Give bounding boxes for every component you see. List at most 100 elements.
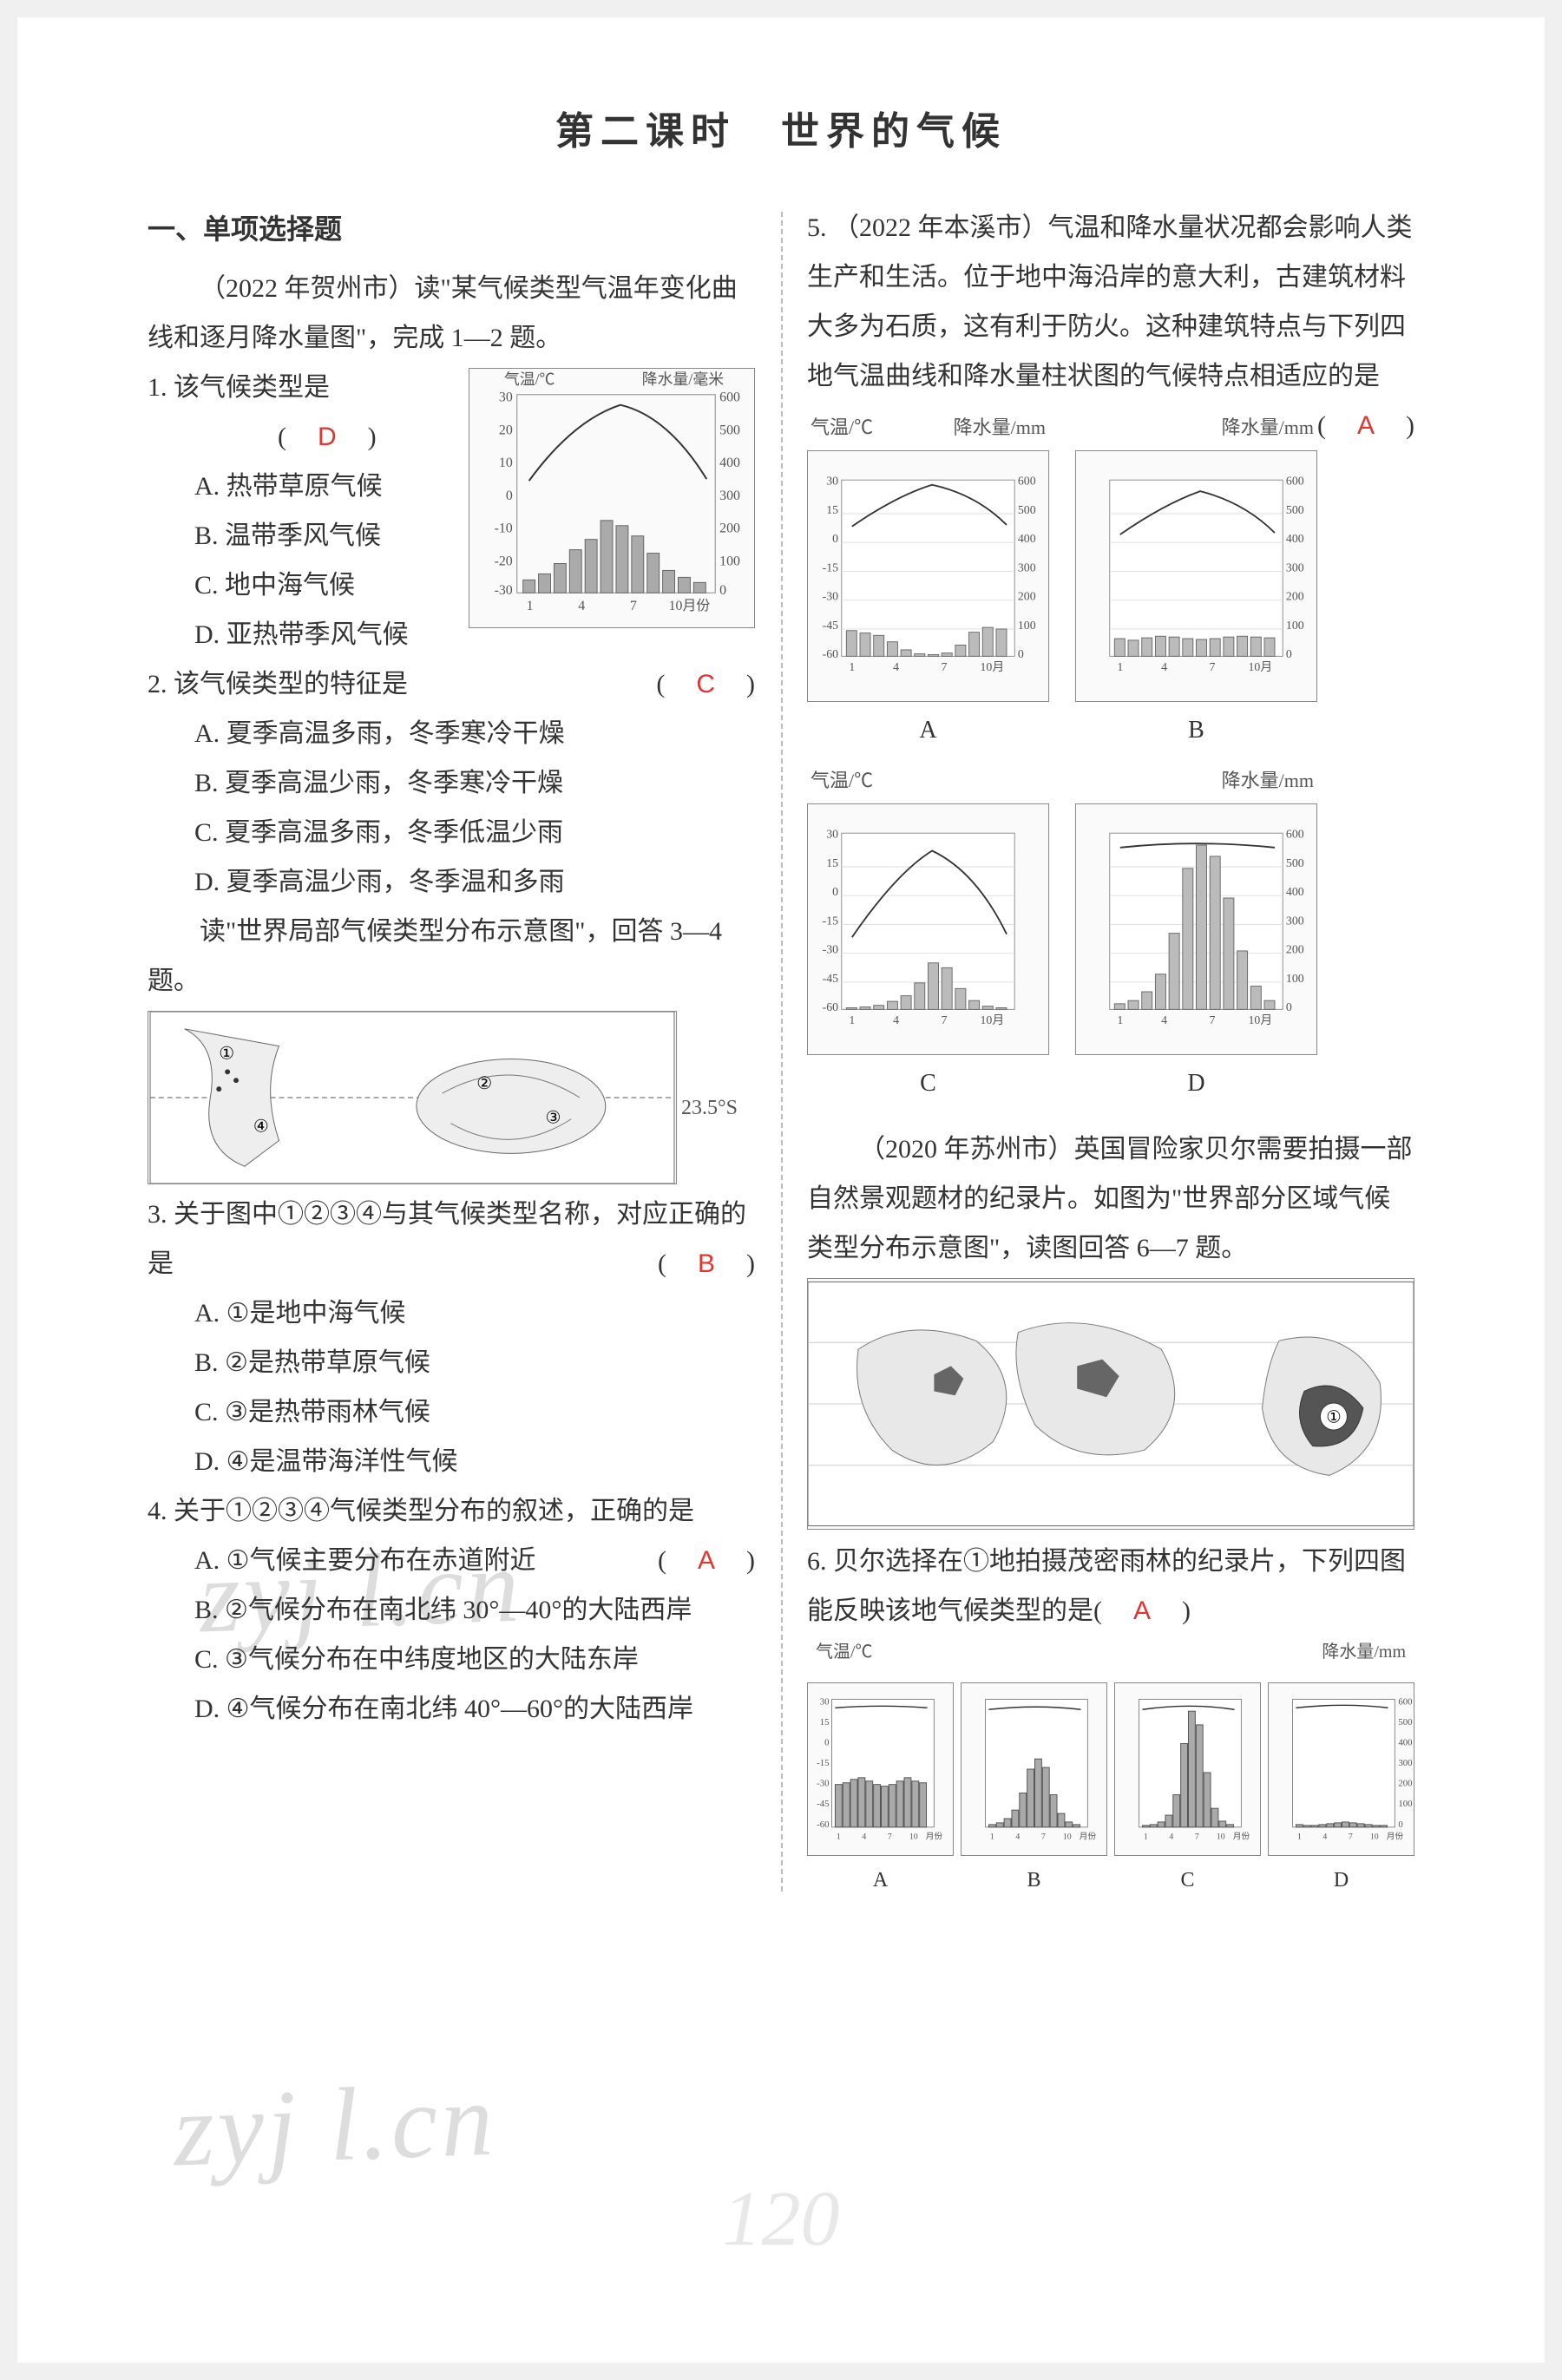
q1-climate-chart: 气温/℃ 降水量/毫米 302010 0-10-20-30 600500400 …: [469, 368, 755, 628]
q2-opt-a: A. 夏季高温多雨，冬季寒冷干燥: [194, 709, 755, 758]
q4-num: 4.: [148, 1497, 167, 1525]
map-lat-label: 23.5°S: [681, 1089, 738, 1129]
svg-text:4: 4: [862, 1832, 866, 1841]
svg-text:100: 100: [1018, 619, 1036, 632]
svg-text:200: 200: [1286, 943, 1304, 956]
svg-text:①: ①: [1326, 1408, 1341, 1426]
svg-text:1: 1: [990, 1832, 994, 1841]
svg-text:④: ④: [253, 1118, 269, 1137]
q6-chart-a: 30150-15-30-45-60 14710月份: [807, 1682, 954, 1856]
q6-axis-labels: 气温/℃ 降水量/mm: [807, 1636, 1414, 1669]
svg-text:1: 1: [1117, 1013, 1123, 1026]
q5-a-axis-top: 气温/℃ 降水量/mm: [807, 410, 1049, 446]
q3-answer-paren: ( B ): [658, 1239, 755, 1288]
svg-text:-60: -60: [823, 648, 839, 661]
q3-opt-c: C. ③是热带雨林气候: [194, 1387, 755, 1437]
q6-chart-b-label: B: [961, 1861, 1107, 1901]
q6-charts-row: 30150-15-30-45-60 14710月份 A: [807, 1677, 1414, 1901]
q3-block: 3. 关于图中①②③④与其气候类型名称，对应正确的是 ( B ) A. ①是地中…: [148, 1190, 755, 1486]
svg-text:300: 300: [1398, 1758, 1412, 1768]
svg-text:1: 1: [1297, 1832, 1302, 1841]
svg-text:4: 4: [578, 600, 585, 614]
svg-text:400: 400: [1286, 533, 1304, 546]
svg-text:-15: -15: [823, 915, 839, 928]
svg-text:7: 7: [941, 1013, 947, 1026]
svg-text:10月: 10月: [981, 1013, 1005, 1026]
watermark-2: zyj l.cn: [170, 2021, 500, 2230]
svg-text:100: 100: [1286, 972, 1304, 985]
q6-chart-d: 6005004003002001000 14710月份: [1268, 1682, 1414, 1856]
svg-text:-45: -45: [823, 619, 839, 632]
svg-text:400: 400: [719, 456, 740, 471]
q3-opt-d: D. ④是温带海洋性气候: [194, 1437, 755, 1486]
svg-text:月份: 月份: [926, 1831, 943, 1841]
svg-text:0: 0: [832, 533, 838, 546]
q3-stem: 关于图中①②③④与其气候类型名称，对应正确的是: [148, 1200, 746, 1278]
q6-chart-c: 14710月份: [1114, 1682, 1261, 1856]
q5-chart-c-label: C: [807, 1060, 1049, 1106]
q5-chart-b-cell: 降水量/mm 600500400 3002001000: [1075, 410, 1317, 754]
svg-text:500: 500: [1286, 503, 1304, 516]
svg-text:300: 300: [1286, 561, 1304, 574]
svg-text:0: 0: [1018, 648, 1024, 661]
svg-text:0: 0: [719, 584, 726, 599]
svg-text:10月份: 10月份: [669, 599, 711, 614]
q3-opt-b: B. ②是热带草原气候: [194, 1338, 755, 1387]
svg-text:500: 500: [1018, 503, 1036, 516]
svg-text:7: 7: [1195, 1832, 1199, 1841]
svg-text:月份: 月份: [1080, 1831, 1097, 1841]
q4-block: 4. 关于①②③④气候类型分布的叙述，正确的是 ( A ) A. ①气候主要分布…: [148, 1486, 755, 1734]
q6-block: 6. 贝尔选择在①地拍摄茂密雨林的纪录片，下列四图能反映该地气候类型的是( A …: [807, 1537, 1414, 1636]
svg-text:-45: -45: [817, 1799, 829, 1809]
q1-answer: D: [312, 423, 342, 451]
svg-text:7: 7: [1209, 1013, 1215, 1026]
svg-text:200: 200: [1398, 1778, 1412, 1788]
svg-text:0: 0: [832, 886, 838, 899]
q1-stem: 该气候类型是: [174, 373, 330, 402]
q2-answer-paren: ( C ): [656, 659, 755, 709]
q2-opt-d: D. 夏季高温少雨，冬季温和多雨: [194, 857, 755, 907]
q5-chart-a-cell: 气温/℃ 降水量/mm 30150 -15-30-45-60 600500400: [807, 410, 1049, 754]
svg-text:15: 15: [820, 1716, 830, 1727]
svg-text:4: 4: [1161, 660, 1167, 673]
svg-text:月份: 月份: [1233, 1831, 1250, 1841]
svg-text:200: 200: [719, 521, 740, 536]
svg-text:0: 0: [506, 488, 513, 503]
axis-label-temp: 气温/℃: [504, 370, 555, 388]
svg-text:400: 400: [1286, 886, 1304, 899]
intro-q1-2: （2022 年贺州市）读"某气候类型气温年变化曲线和逐月降水量图"，完成 1—2…: [148, 264, 755, 363]
svg-text:7: 7: [888, 1832, 892, 1841]
q5-chart-b-label: B: [1075, 707, 1317, 753]
svg-text:300: 300: [719, 488, 740, 503]
svg-text:20: 20: [499, 423, 513, 438]
svg-text:15: 15: [826, 503, 838, 516]
svg-text:7: 7: [1209, 660, 1215, 673]
q6-stem: 贝尔选择在①地拍摄茂密雨林的纪录片，下列四图能反映该地气候类型的是: [807, 1547, 1406, 1625]
q5-chart-d-cell: 降水量/mm 600500400 3002001000: [1075, 763, 1317, 1107]
svg-text:1: 1: [849, 660, 855, 673]
q4-opt-d: D. ④气候分布在南北纬 40°—60°的大陆西岸: [194, 1684, 755, 1734]
svg-text:10月: 10月: [1248, 1013, 1272, 1026]
page-title: 第二课时 世界的气候: [130, 95, 1432, 168]
q5-num: 5.: [807, 213, 827, 242]
q5-answer-paren: ( A ): [1317, 401, 1414, 450]
q4-opt-b: B. ②气候分布在南北纬 30°—40°的大陆西岸: [194, 1585, 755, 1635]
svg-text:100: 100: [1398, 1799, 1412, 1809]
q5-c-axis-top: 气温/℃: [807, 763, 1049, 799]
q5-chart-b: 600500400 3002001000 14710月: [1075, 450, 1317, 702]
q3-num: 3.: [148, 1200, 167, 1229]
svg-text:600: 600: [1398, 1696, 1412, 1707]
svg-text:②: ②: [476, 1074, 492, 1093]
svg-text:-45: -45: [823, 972, 839, 985]
svg-text:600: 600: [719, 390, 740, 405]
svg-text:7: 7: [630, 600, 637, 614]
left-column: 一、单项选择题 （2022 年贺州市）读"某气候类型气温年变化曲线和逐月降水量图…: [130, 203, 781, 1901]
q6-axis-temp: 气温/℃: [816, 1636, 873, 1669]
axis-label-precip: 降水量/毫米: [642, 370, 724, 388]
q5-chart-d: 600500400 3002001000 14710月: [1075, 803, 1317, 1055]
intro-q6-7: （2020 年苏州市）英国冒险家贝尔需要拍摄一部自然景观题材的纪录片。如图为"世…: [807, 1124, 1414, 1273]
q6-chart-a-cell: 30150-15-30-45-60 14710月份 A: [807, 1677, 954, 1901]
svg-text:4: 4: [1015, 1832, 1020, 1841]
map-svg: ① ④ ② ③: [148, 1012, 676, 1183]
svg-text:10: 10: [1063, 1832, 1072, 1841]
